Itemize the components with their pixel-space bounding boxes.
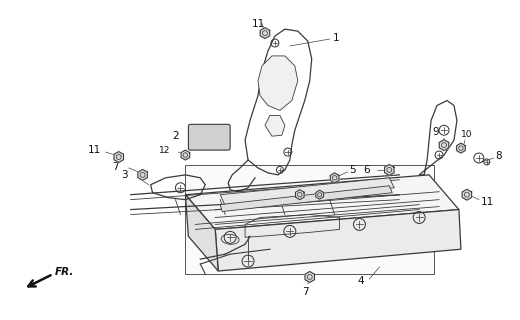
Polygon shape <box>181 150 190 160</box>
Polygon shape <box>186 175 459 229</box>
Polygon shape <box>260 28 270 39</box>
Text: 2: 2 <box>172 131 178 141</box>
Text: 5: 5 <box>349 165 356 175</box>
Text: 8: 8 <box>496 151 502 161</box>
Polygon shape <box>462 189 472 200</box>
Polygon shape <box>220 178 394 206</box>
Text: 7: 7 <box>303 287 309 297</box>
Text: 10: 10 <box>461 130 473 139</box>
Polygon shape <box>330 173 339 183</box>
Bar <box>186 165 434 274</box>
Text: FR.: FR. <box>55 267 74 277</box>
Text: 3: 3 <box>121 170 128 180</box>
Polygon shape <box>316 190 323 199</box>
Text: 6: 6 <box>363 165 369 175</box>
Text: 11: 11 <box>481 196 494 207</box>
Text: 11: 11 <box>251 19 265 29</box>
Polygon shape <box>220 186 392 212</box>
Polygon shape <box>258 56 298 110</box>
Polygon shape <box>439 140 449 151</box>
Polygon shape <box>305 272 315 283</box>
Polygon shape <box>385 164 394 175</box>
FancyBboxPatch shape <box>188 124 230 150</box>
Polygon shape <box>295 190 304 200</box>
Text: 11: 11 <box>87 145 101 155</box>
Polygon shape <box>215 210 461 271</box>
Polygon shape <box>265 116 285 136</box>
Polygon shape <box>457 143 465 153</box>
Text: 1: 1 <box>333 33 339 43</box>
Text: 9: 9 <box>433 127 439 137</box>
Text: 12: 12 <box>159 146 171 155</box>
Polygon shape <box>186 195 218 271</box>
Text: 7: 7 <box>112 162 119 172</box>
Text: 4: 4 <box>358 276 365 286</box>
Polygon shape <box>114 152 123 163</box>
Polygon shape <box>138 169 147 180</box>
